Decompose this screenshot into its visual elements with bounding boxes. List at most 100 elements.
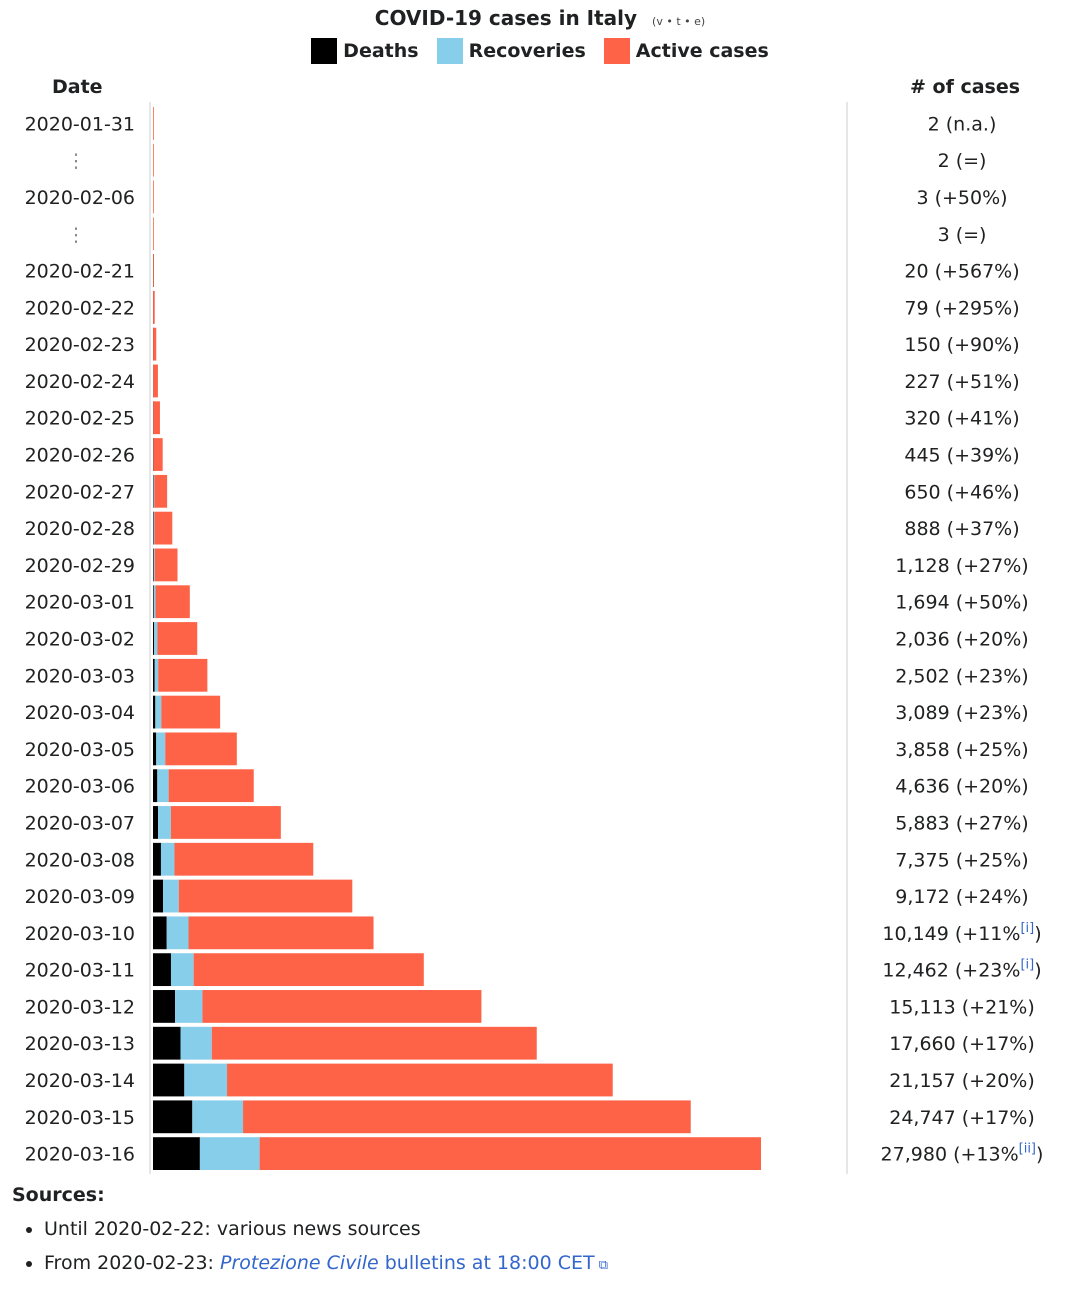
date-label: 2020-03-01	[25, 592, 135, 614]
date-label: 2020-03-11	[25, 960, 135, 982]
active-bar	[202, 990, 482, 1023]
deaths-bar	[153, 695, 156, 729]
date-label: ⋮	[67, 224, 86, 246]
deaths-bar	[153, 548, 154, 582]
active-bar	[165, 732, 237, 766]
active-bar	[170, 806, 281, 839]
date-label: 2020-03-08	[25, 849, 135, 871]
recoveries-bar	[154, 622, 158, 655]
sources-list: Until 2020-02-22: various news sources F…	[12, 1216, 608, 1279]
deaths-bar	[153, 658, 155, 692]
cases-label: 2 (n.a.)	[928, 113, 997, 135]
date-label: 2020-03-15	[25, 1107, 135, 1129]
deaths-bar	[153, 842, 161, 876]
cases-label: 21,157 (+20%)	[889, 1070, 1035, 1092]
active-bar	[153, 401, 160, 435]
cases-label: 9,172 (+24%)	[895, 886, 1028, 908]
date-label: 2020-03-13	[25, 1033, 135, 1055]
cases-label: 4,636 (+20%)	[895, 776, 1028, 798]
recoveries-bar	[156, 732, 166, 766]
deaths-bar	[153, 622, 155, 655]
deaths-bar	[153, 879, 164, 913]
deaths-bar	[153, 806, 159, 839]
recoveries-bar	[154, 658, 159, 692]
date-label: 2020-03-03	[25, 665, 135, 687]
date-label: 2020-03-10	[25, 923, 135, 945]
deaths-bar	[153, 585, 154, 619]
active-bar	[243, 1100, 691, 1134]
talk-link[interactable]: t	[676, 15, 681, 28]
deaths-bar	[153, 511, 154, 545]
date-label: 2020-02-29	[25, 555, 135, 577]
date-label: 2020-03-09	[25, 886, 135, 908]
view-link[interactable]: v	[656, 15, 663, 28]
recoveries-bar	[175, 990, 203, 1023]
date-column-header: Date	[52, 76, 103, 98]
deaths-bar	[153, 1063, 185, 1097]
date-label: 2020-03-06	[25, 776, 135, 798]
active-bar	[153, 143, 154, 177]
date-label: 2020-02-27	[25, 481, 135, 503]
cases-label: 320 (+41%)	[904, 408, 1019, 430]
cases-label: 79 (+295%)	[904, 297, 1019, 319]
active-bar	[153, 180, 154, 214]
cases-label: 1,694 (+50%)	[895, 592, 1028, 614]
protezione-civile-link[interactable]: Protezione Civile bulletins at 18:00 CET…	[220, 1252, 608, 1274]
legend-swatch-active	[603, 38, 630, 64]
protezione-civile-link-italic: Protezione Civile	[219, 1252, 379, 1274]
date-label: 2020-03-07	[25, 812, 135, 834]
cases-label: 24,747 (+17%)	[889, 1107, 1035, 1129]
date-label: 2020-03-16	[25, 1144, 135, 1166]
date-label: 2020-02-24	[25, 371, 135, 393]
date-label: 2020-03-02	[25, 629, 135, 651]
date-label: 2020-02-23	[25, 334, 135, 356]
active-bar	[153, 290, 155, 324]
deaths-bar	[153, 990, 176, 1023]
recoveries-bar	[163, 879, 179, 913]
recoveries-bar	[170, 953, 194, 987]
date-label: 2020-02-26	[25, 445, 135, 467]
recoveries-bar	[157, 769, 169, 803]
external-link-icon[interactable]: ⧉	[594, 1258, 609, 1273]
sources-section: Sources: Until 2020-02-22: various news …	[12, 1184, 608, 1287]
date-label: 2020-02-22	[25, 297, 135, 319]
chart-svg: 2020-01-31 2 (n.a.) ⋮ 2 (=) 2020-02-06 3 (+50…	[25, 102, 1043, 1174]
recoveries-bar	[166, 916, 189, 950]
deaths-bar	[153, 769, 158, 803]
active-bar	[188, 916, 374, 950]
recoveries-bar	[153, 474, 155, 508]
recoveries-bar	[192, 1100, 244, 1134]
recoveries-bar	[199, 1137, 260, 1170]
active-bar	[227, 1063, 613, 1097]
active-bar	[211, 1026, 537, 1060]
protezione-civile-link-suffix: bulletins at 18:00 CET	[378, 1252, 595, 1274]
active-bar	[153, 254, 154, 287]
cases-label: 3 (+50%)	[916, 187, 1007, 209]
cases-label: 3 (=)	[938, 224, 987, 246]
legend-label-deaths: Deaths	[343, 40, 419, 62]
sources-title: Sources:	[12, 1184, 105, 1206]
legend-swatch-recoveries	[436, 38, 463, 64]
legend-label-recoveries: Recoveries	[468, 40, 586, 62]
deaths-bar	[153, 916, 167, 950]
recoveries-bar	[184, 1063, 228, 1097]
date-label: 2020-03-05	[25, 739, 135, 761]
cases-label: 7,375 (+25%)	[895, 849, 1028, 871]
cases-label: 2,036 (+20%)	[895, 629, 1028, 651]
date-label: 2020-03-14	[25, 1070, 135, 1092]
active-bar	[153, 327, 157, 361]
deaths-bar	[153, 953, 171, 987]
recoveries-bar	[180, 1026, 212, 1060]
date-label: 2020-03-12	[25, 996, 135, 1018]
active-bar	[174, 842, 314, 876]
date-label: ⋮	[67, 150, 86, 172]
legend-item-deaths: Deaths	[311, 38, 419, 64]
date-label: 2020-03-04	[25, 702, 135, 724]
cases-label: 1,128 (+27%)	[895, 555, 1028, 577]
recoveries-bar	[153, 511, 155, 545]
cases-label: 17,660 (+17%)	[889, 1033, 1035, 1055]
edit-link[interactable]: e	[694, 15, 701, 28]
legend: Deaths Recoveries Active cases	[0, 38, 1080, 64]
date-label: 2020-02-21	[25, 261, 135, 283]
cases-label: 5,883 (+27%)	[895, 812, 1028, 834]
